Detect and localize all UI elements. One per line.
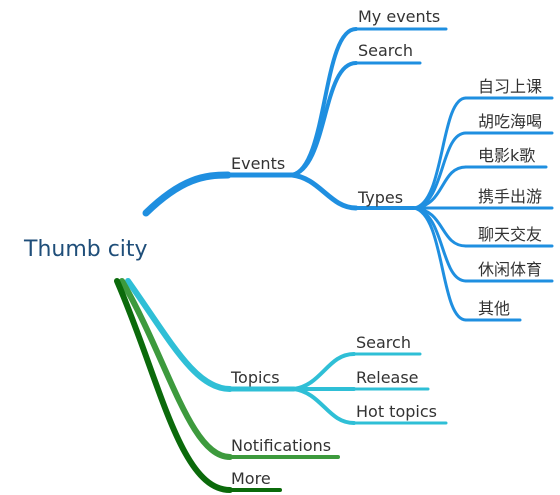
node-more: More	[231, 469, 271, 488]
edge-root-events	[142, 171, 232, 217]
more-branch	[114, 278, 282, 493]
node-topics-hot: Hot topics	[356, 402, 437, 421]
node-type-movie-karaoke: 电影k歌	[478, 146, 535, 165]
edge-events-types	[289, 172, 359, 211]
node-topics-search: Search	[356, 333, 411, 352]
events-branch	[142, 27, 554, 322]
edge-root-more	[114, 278, 233, 493]
edge-topics-search	[292, 352, 356, 391]
edge-events-my-events	[290, 27, 358, 177]
node-types: Types	[357, 188, 403, 207]
node-type-travel: 携手出游	[478, 187, 542, 206]
edge-types-c3	[412, 165, 468, 210]
node-type-eating: 胡吃海喝	[478, 112, 542, 131]
edge-root-topics	[125, 278, 233, 392]
node-events: Events	[231, 154, 285, 173]
notifications-branch	[119, 278, 340, 460]
node-notifications: Notifications	[231, 436, 331, 455]
node-type-study: 自习上课	[478, 77, 542, 96]
edge-types-c2	[412, 131, 468, 210]
edge-types-c7	[412, 206, 468, 322]
node-topics: Topics	[230, 368, 280, 387]
node-topics-release: Release	[356, 368, 419, 387]
root-node-label: Thumb city	[23, 237, 148, 262]
node-my-events: My events	[358, 7, 440, 26]
edge-types-c1	[412, 96, 468, 210]
node-events-search: Search	[358, 41, 413, 60]
edge-root-notifications	[119, 278, 233, 460]
edge-events-search	[290, 61, 358, 177]
node-type-chat: 聊天交友	[478, 225, 542, 244]
node-type-sports: 休闲体育	[478, 260, 542, 279]
edge-topics-hot	[292, 387, 356, 425]
topics-branch	[125, 278, 448, 425]
node-type-other: 其他	[478, 299, 510, 318]
